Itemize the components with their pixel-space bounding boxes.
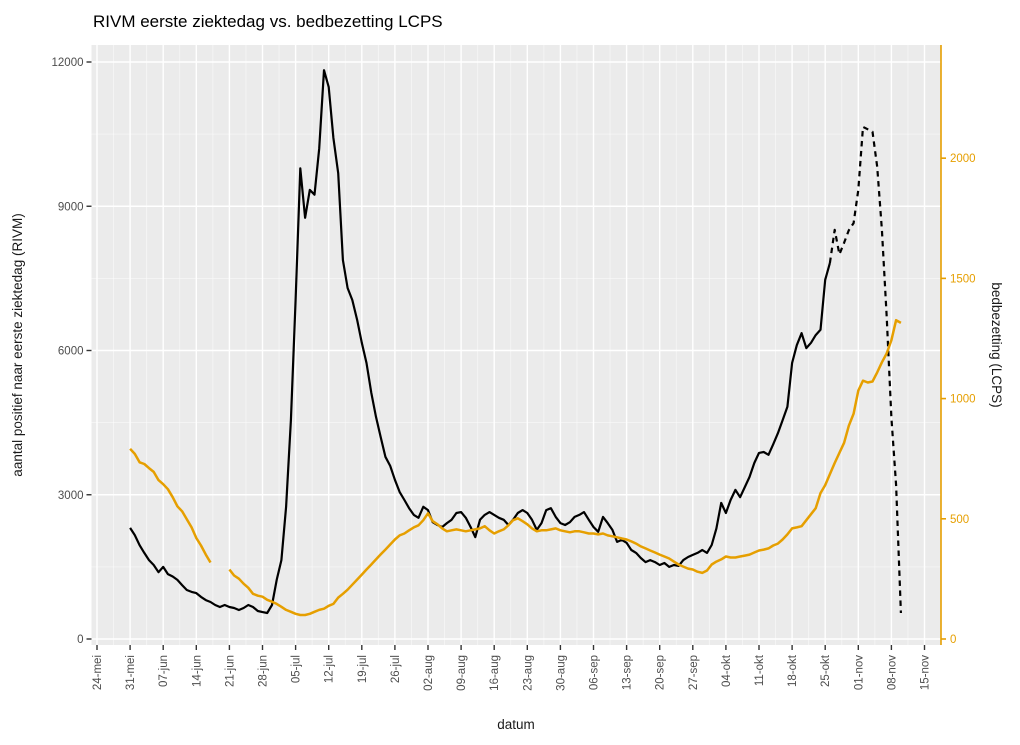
x-tick-label: 12-jul bbox=[324, 655, 336, 683]
x-tick-label: 01-nov bbox=[853, 655, 865, 690]
x-tick-label: 21-jun bbox=[224, 655, 236, 687]
y-right-tick-label: 0 bbox=[950, 634, 956, 646]
data-series bbox=[129, 69, 902, 617]
series-rivm-eerste-ziektedag-definitief bbox=[129, 69, 831, 615]
x-tick-label: 11-okt bbox=[754, 654, 766, 686]
x-tick-label: 31-mei bbox=[125, 655, 137, 690]
series-rivm-eerste-ziektedag-recent-onvolledig bbox=[828, 125, 902, 614]
y-axis-left-title: aantal positief naar eerste ziektedag (R… bbox=[10, 213, 25, 476]
gridlines-minor bbox=[91, 45, 941, 645]
x-tick-label: 28-jun bbox=[258, 655, 270, 687]
y-left-tick-label: 12000 bbox=[52, 57, 84, 69]
x-tick-label: 08-nov bbox=[886, 655, 898, 690]
series-lcps-bedbezetting-deel-1 bbox=[129, 447, 212, 564]
y-left-tick-label: 6000 bbox=[58, 346, 84, 358]
x-tick-label: 23-aug bbox=[522, 655, 534, 691]
x-tick-label: 30-aug bbox=[555, 655, 567, 691]
x-tick-label: 14-jun bbox=[191, 655, 203, 687]
x-tick-label: 26-jul bbox=[390, 655, 402, 683]
x-tick-label: 04-okt bbox=[721, 654, 733, 687]
axis-tick-marks bbox=[86, 61, 946, 650]
x-tick-label: 02-aug bbox=[423, 655, 435, 691]
x-tick-label: 15-nov bbox=[920, 655, 932, 690]
y-right-tick-label: 1500 bbox=[950, 273, 976, 285]
x-tick-label: 05-jul bbox=[291, 655, 303, 683]
y-axis-right-title: bedbezetting (LCPS) bbox=[989, 282, 1004, 407]
y-right-tick-label: 1000 bbox=[950, 394, 976, 406]
x-tick-label: 18-okt bbox=[787, 654, 799, 687]
x-tick-label: 13-sep bbox=[622, 655, 634, 690]
x-tick-label: 20-sep bbox=[655, 655, 667, 690]
plot-panel bbox=[91, 45, 941, 645]
x-axis-title: datum bbox=[497, 717, 535, 732]
x-tick-label: 25-okt bbox=[820, 654, 832, 687]
y-left-tick-label: 9000 bbox=[58, 201, 84, 213]
x-tick-label: 27-sep bbox=[688, 655, 700, 690]
y-right-tick-label: 500 bbox=[950, 514, 969, 526]
y-left-tick-label: 0 bbox=[77, 634, 83, 646]
series-lcps-bedbezetting-deel-2 bbox=[228, 318, 902, 617]
x-tick-label: 07-jun bbox=[158, 655, 170, 687]
y-right-tick-label: 2000 bbox=[950, 153, 976, 165]
x-tick-label: 19-jul bbox=[357, 655, 369, 683]
y-left-tick-label: 3000 bbox=[58, 490, 84, 502]
x-tick-label: 09-aug bbox=[456, 655, 468, 691]
x-tick-label: 16-aug bbox=[489, 655, 501, 691]
chart-title: RIVM eerste ziektedag vs. bedbezetting L… bbox=[93, 12, 443, 31]
axis-tick-labels: 24-mei 31-mei 07-jun 14-jun 21-jun 28-jun 05-j… bbox=[52, 57, 976, 691]
x-tick-label: 06-sep bbox=[589, 655, 601, 690]
x-tick-label: 24-mei bbox=[92, 655, 104, 690]
gridlines-major bbox=[91, 45, 941, 645]
